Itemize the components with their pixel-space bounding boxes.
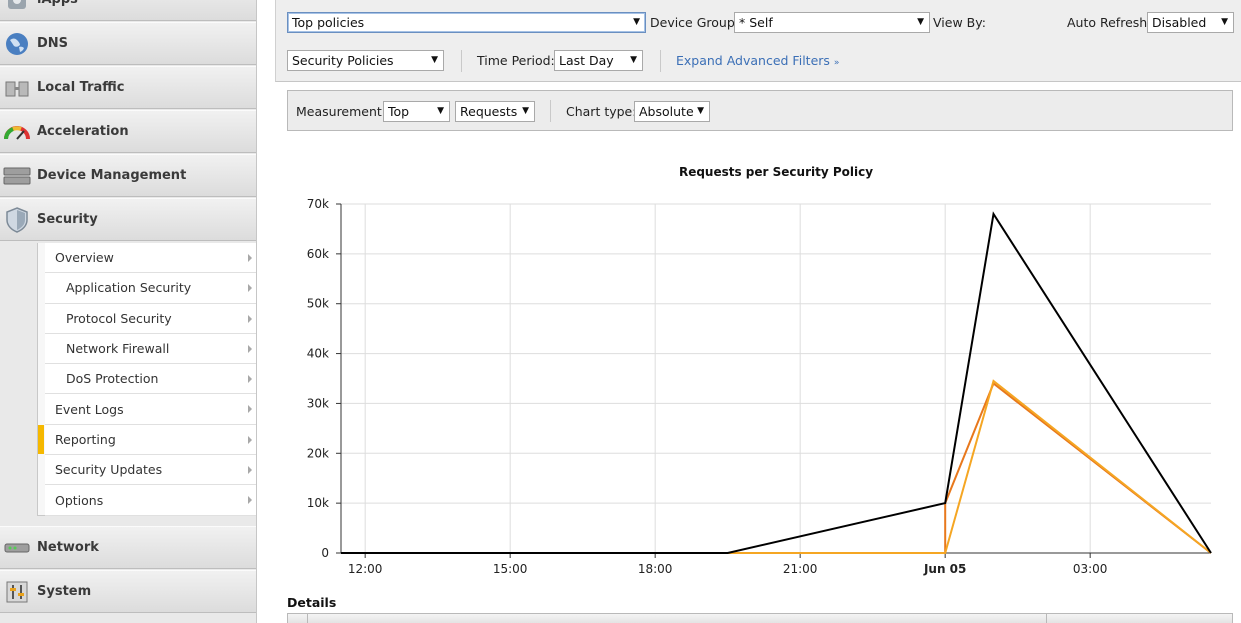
- auto-refresh-select[interactable]: Disabled ▼: [1147, 12, 1234, 33]
- chart-title: Requests per Security Policy: [679, 165, 873, 179]
- table-header-divider: [1046, 614, 1047, 623]
- sidebar: iApps DNS Local Traffic Acceleration Dev…: [0, 0, 257, 623]
- submenu-network-firewall[interactable]: Network Firewall: [45, 333, 256, 365]
- submenu-security-updates[interactable]: Security Updates: [45, 455, 256, 486]
- chevron-right-icon: [248, 375, 252, 384]
- globe-icon: [3, 30, 31, 58]
- measurement-bar: Measurement: Top ▼ Requests ▼ Chart type: …: [287, 90, 1233, 131]
- network-icon: [3, 534, 31, 562]
- dropdown-arrow-icon: ▼: [917, 17, 924, 27]
- nav-dns-label: DNS: [37, 36, 69, 51]
- nav-local-traffic[interactable]: Local Traffic: [0, 66, 256, 109]
- requests-line-chart: Requests per Security Policy 0 10k 20k 30k 4…: [307, 165, 1212, 576]
- dropdown-arrow-icon: ▼: [522, 106, 529, 116]
- chart-grid: [341, 203, 1211, 553]
- submenu-dos-protection[interactable]: DoS Protection: [45, 364, 256, 395]
- nav-security-label: Security: [37, 212, 98, 227]
- details-heading: Details: [287, 595, 337, 610]
- nav-security[interactable]: Security: [0, 198, 256, 241]
- dropdown-arrow-icon: ▼: [633, 17, 640, 27]
- view-by-label: View By:: [933, 15, 986, 30]
- chart-type-select[interactable]: Absolute ▼: [634, 101, 710, 122]
- toolbar-divider: [550, 100, 551, 122]
- metric-select[interactable]: Requests ▼: [455, 101, 535, 122]
- nav-device-management[interactable]: Device Management: [0, 154, 256, 197]
- series-line-2: [341, 379, 1212, 554]
- y-tick-label: 0: [321, 546, 329, 560]
- nav-dns[interactable]: DNS: [0, 22, 256, 65]
- nav-acceleration-label: Acceleration: [37, 124, 129, 139]
- server-icon: [3, 162, 31, 190]
- chevron-right-icon: [248, 466, 252, 475]
- device-group-label: Device Group:: [650, 15, 739, 30]
- y-tick-label: 10k: [307, 496, 329, 510]
- chevron-right-icon: [248, 496, 252, 505]
- shield-icon: [3, 206, 31, 234]
- gauge-icon: [3, 118, 31, 146]
- submenu-overview[interactable]: Overview: [45, 243, 256, 274]
- toolbar-divider: [660, 50, 661, 72]
- nav-acceleration[interactable]: Acceleration: [0, 110, 256, 153]
- iapps-icon: [3, 0, 31, 14]
- nav-local-traffic-label: Local Traffic: [37, 80, 125, 95]
- dropdown-arrow-icon: ▼: [437, 106, 444, 116]
- measurement-label: Measurement:: [296, 104, 387, 119]
- dropdown-arrow-icon: ▼: [630, 55, 637, 65]
- time-period-label: Time Period:: [477, 53, 555, 68]
- time-period-select[interactable]: Last Day ▼: [554, 50, 643, 71]
- submenu-protocol-security[interactable]: Protocol Security: [45, 303, 256, 334]
- main-content: Top policies ▼ Device Group: * Self ▼ View…: [275, 0, 1241, 623]
- y-tick-label: 70k: [307, 197, 329, 211]
- local-traffic-icon: [3, 74, 31, 102]
- table-header-checkbox-cell[interactable]: [288, 614, 308, 623]
- series-line-0: [341, 211, 1212, 554]
- nav-iapps-label: iApps: [37, 0, 78, 7]
- submenu-application-security[interactable]: Application Security: [45, 273, 256, 304]
- chart-series: [341, 211, 1212, 554]
- details-table-header: [287, 613, 1233, 623]
- system-icon: [3, 578, 31, 606]
- toolbar-divider: [461, 50, 462, 72]
- security-submenu: Overview Application Security Protocol S…: [37, 243, 256, 516]
- x-tick-label: 12:00: [348, 562, 383, 576]
- x-tick-label: 03:00: [1073, 562, 1108, 576]
- y-tick-label: 40k: [307, 347, 329, 361]
- double-chevron-down-icon: »: [833, 58, 840, 68]
- x-tick-label: 15:00: [493, 562, 528, 576]
- nav-network[interactable]: Network: [0, 526, 256, 569]
- y-tick-label: 20k: [307, 446, 329, 460]
- chevron-right-icon: [248, 405, 252, 414]
- chevron-right-icon: [248, 435, 252, 444]
- filter-toolbar: Top policies ▼ Device Group: * Self ▼ View…: [275, 0, 1241, 82]
- nav-iapps[interactable]: iApps: [0, 0, 256, 21]
- dropdown-arrow-icon: ▼: [431, 55, 438, 65]
- dropdown-arrow-icon: ▼: [1221, 17, 1228, 27]
- policy-type-select[interactable]: Security Policies ▼: [287, 50, 444, 71]
- chevron-right-icon: [248, 344, 252, 353]
- y-tick-label: 50k: [307, 297, 329, 311]
- measurement-select[interactable]: Top ▼: [383, 101, 450, 122]
- nav-system[interactable]: System: [0, 570, 256, 613]
- nav-system-label: System: [37, 584, 92, 599]
- dropdown-arrow-icon: ▼: [697, 106, 704, 116]
- submenu-options[interactable]: Options: [45, 485, 256, 516]
- x-tick-label: 18:00: [638, 562, 673, 576]
- chevron-right-icon: [248, 314, 252, 323]
- y-tick-label: 30k: [307, 396, 329, 410]
- nav-device-management-label: Device Management: [37, 168, 187, 183]
- chevron-right-icon: [248, 284, 252, 293]
- x-tick-label: Jun 05: [923, 562, 966, 576]
- device-group-select[interactable]: * Self ▼: [734, 12, 930, 33]
- y-tick-label: 60k: [307, 247, 329, 261]
- auto-refresh-label: Auto Refresh: [1067, 15, 1148, 30]
- chart-type-label: Chart type:: [566, 104, 637, 119]
- x-tick-label: 21:00: [783, 562, 818, 576]
- nav-network-label: Network: [37, 540, 99, 555]
- series-line-1: [341, 381, 1212, 554]
- chevron-right-icon: [248, 254, 252, 262]
- expand-advanced-filters-link[interactable]: Expand Advanced Filters »: [676, 53, 840, 68]
- submenu-reporting[interactable]: Reporting: [38, 424, 256, 456]
- view-select[interactable]: Top policies ▼: [287, 12, 646, 33]
- submenu-event-logs[interactable]: Event Logs: [45, 394, 256, 425]
